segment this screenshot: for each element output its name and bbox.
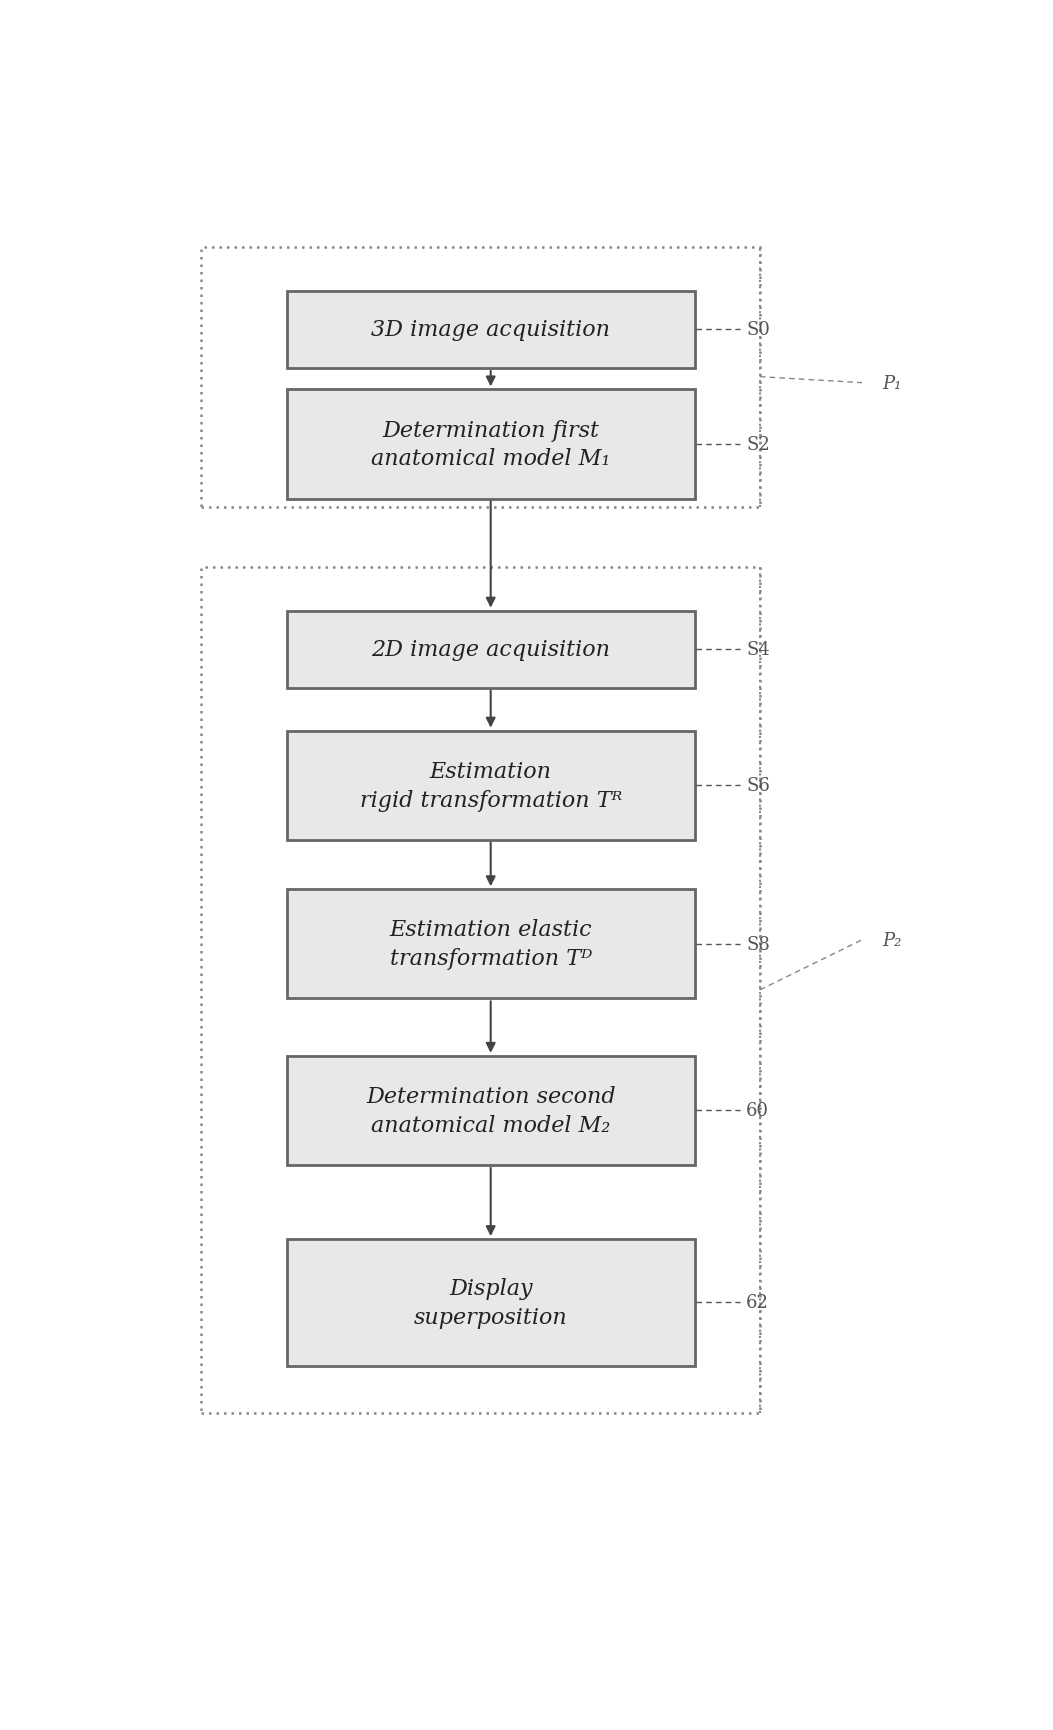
Text: Estimation
rigid transformation Tᴿ: Estimation rigid transformation Tᴿ <box>360 761 621 811</box>
Bar <box>286 732 695 841</box>
Text: P₁: P₁ <box>882 374 901 393</box>
Bar <box>201 247 760 507</box>
Text: 62: 62 <box>747 1294 769 1311</box>
Bar <box>286 1239 695 1367</box>
Text: Determination first
anatomical model M₁: Determination first anatomical model M₁ <box>371 419 611 471</box>
Text: Estimation elastic
transformation Tᴰ: Estimation elastic transformation Tᴰ <box>390 919 592 969</box>
Bar <box>286 292 695 368</box>
Text: Determination second
anatomical model M₂: Determination second anatomical model M₂ <box>365 1085 616 1137</box>
Text: P₂: P₂ <box>882 931 901 950</box>
Bar <box>201 567 760 1413</box>
Text: S2: S2 <box>747 436 770 453</box>
Text: S6: S6 <box>747 777 770 794</box>
Text: 2D image acquisition: 2D image acquisition <box>372 638 610 661</box>
Text: 60: 60 <box>747 1102 769 1119</box>
Text: S8: S8 <box>747 936 770 953</box>
Text: 3D image acquisition: 3D image acquisition <box>372 318 610 341</box>
Text: S0: S0 <box>747 322 770 339</box>
Text: S4: S4 <box>747 640 770 659</box>
Text: Display
superposition: Display superposition <box>414 1277 568 1329</box>
Bar <box>286 889 695 998</box>
Bar <box>286 1055 695 1166</box>
Bar <box>286 389 695 500</box>
Bar <box>286 611 695 689</box>
